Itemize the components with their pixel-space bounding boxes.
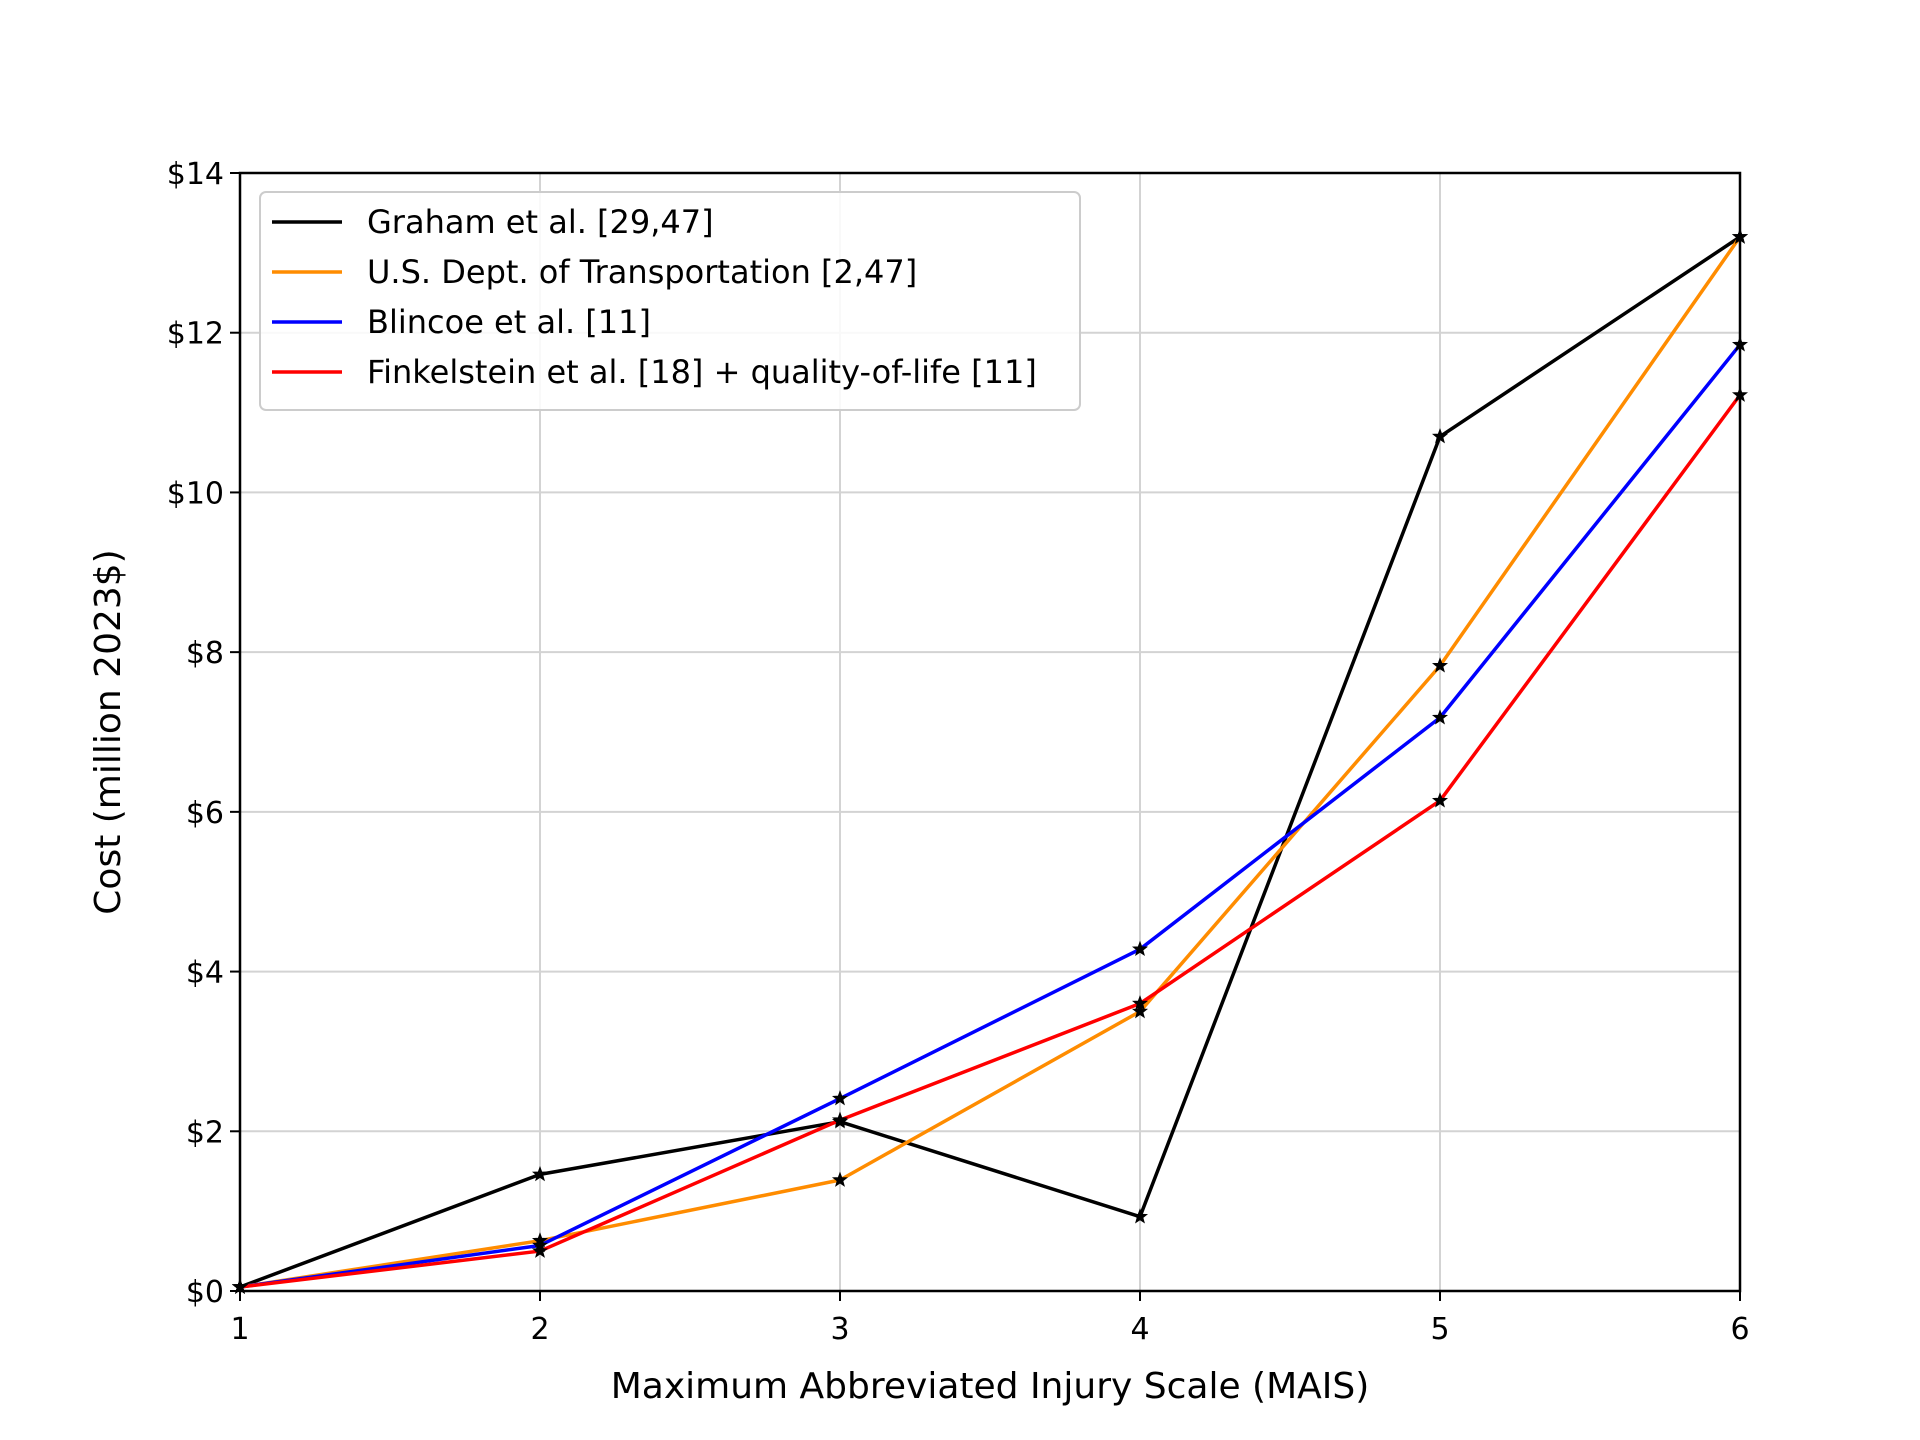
legend-label: Blincoe et al. [11] (367, 303, 651, 341)
data-point-marker (1431, 792, 1449, 808)
y-tick-label: $0 (186, 1275, 224, 1310)
data-point-marker (1431, 657, 1449, 673)
legend-label: Graham et al. [29,47] (367, 203, 714, 241)
legend-label: Finkelstein et al. [18] + quality-of-lif… (367, 353, 1037, 391)
y-tick-label: $14 (167, 157, 224, 192)
x-tick-label: 6 (1730, 1312, 1749, 1347)
y-tick-label: $12 (167, 317, 224, 352)
y-tick-label: $4 (186, 956, 224, 991)
series-line-2 (239, 343, 1742, 1289)
data-point-marker (1131, 1208, 1149, 1224)
legend: Graham et al. [29,47] U.S. Dept. of Trans… (259, 191, 1081, 411)
y-tick-label: $2 (186, 1115, 224, 1150)
axis-ticks: 1 2 3 4 5 6 $0 $2 $4 $6 $8 $10 $12 $14 (167, 157, 1750, 1347)
x-tick-label: 1 (230, 1312, 249, 1347)
data-point-marker (1431, 709, 1449, 725)
data-point-marker (1131, 995, 1149, 1011)
series-line-0 (239, 235, 1741, 1289)
x-tick-label: 4 (1130, 1312, 1149, 1347)
x-axis-label: Maximum Abbreviated Injury Scale (MAIS) (611, 1366, 1370, 1407)
data-point-marker (1431, 428, 1449, 444)
legend-box (259, 191, 1081, 411)
y-axis-label: Cost (million 2023$) (88, 549, 129, 914)
data-point-marker (1131, 1003, 1149, 1019)
legend-label: U.S. Dept. of Transportation [2,47] (367, 253, 917, 291)
x-tick-label: 2 (530, 1312, 549, 1347)
y-tick-label: $6 (186, 796, 224, 831)
x-tick-label: 3 (830, 1312, 849, 1347)
x-tick-label: 5 (1430, 1312, 1449, 1347)
y-tick-label: $8 (186, 636, 224, 671)
data-point-marker (831, 1171, 849, 1187)
series-line-3 (239, 393, 1742, 1289)
series-lines (239, 235, 1742, 1289)
data-point-marker (831, 1111, 849, 1127)
plot-frame (238, 171, 1742, 1293)
data-point-marker (531, 1242, 549, 1258)
y-tick-label: $10 (167, 476, 224, 511)
series-line-1 (239, 235, 1742, 1289)
data-point-marker (1131, 940, 1149, 957)
data-point-marker (831, 1090, 849, 1106)
data-point-marker (531, 1165, 549, 1182)
